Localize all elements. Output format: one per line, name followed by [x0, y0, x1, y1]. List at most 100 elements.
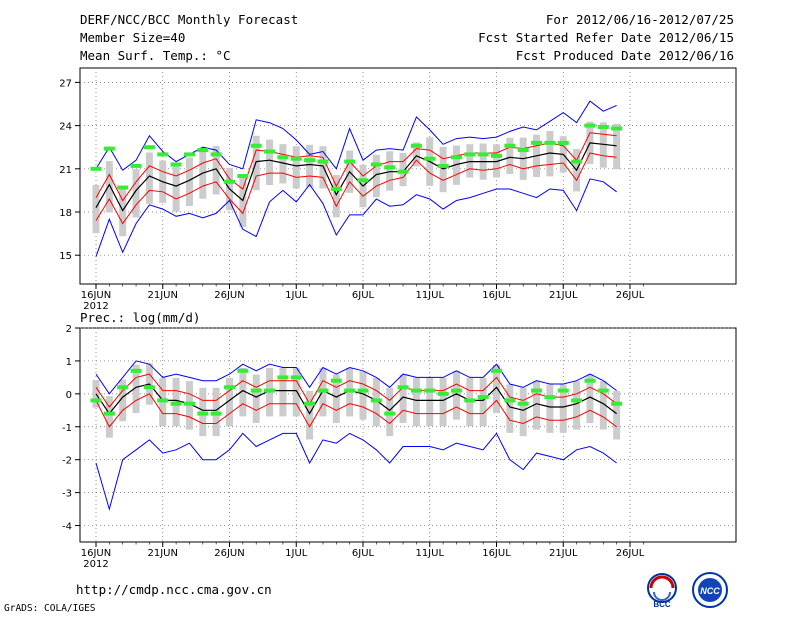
- x-tick-label: 6JUL: [352, 290, 375, 301]
- observed-marker: [491, 368, 502, 373]
- spread-box: [386, 151, 394, 191]
- x-tick-label: 16JUN: [81, 548, 111, 559]
- observed-marker: [90, 166, 102, 171]
- observed-marker: [330, 186, 342, 191]
- source-url[interactable]: http://cmdp.ncc.cma.gov.cn: [76, 582, 272, 597]
- observed-marker: [304, 158, 316, 163]
- spread-box: [399, 374, 407, 423]
- observed-marker: [143, 385, 155, 390]
- spread-box: [226, 377, 233, 427]
- observed-marker: [103, 146, 115, 151]
- spread-box: [546, 384, 554, 433]
- observed-marker: [344, 388, 356, 393]
- spread-box: [199, 150, 207, 199]
- observed-marker: [464, 152, 476, 157]
- x-tick-label: 11JUL: [415, 548, 444, 559]
- spread-box: [479, 377, 487, 427]
- spread-box: [306, 391, 314, 440]
- x-tick-label: 16JUN: [81, 290, 111, 301]
- observed-marker: [103, 411, 115, 416]
- observed-marker: [370, 162, 382, 167]
- observed-marker: [264, 388, 276, 393]
- observed-marker: [424, 388, 436, 393]
- series-min-line: [95, 100, 617, 171]
- series-p75-line: [95, 132, 617, 202]
- observed-marker: [557, 140, 569, 145]
- observed-marker: [544, 140, 556, 145]
- spread-box: [599, 122, 607, 168]
- plot-frame: [79, 327, 737, 543]
- y-tick-label: 18: [59, 208, 72, 219]
- observed-marker: [611, 126, 623, 131]
- series-mean-line: [95, 142, 617, 212]
- spread-box: [372, 154, 380, 198]
- spread-box: [239, 368, 247, 417]
- spread-box: [279, 368, 287, 417]
- observed-marker: [504, 398, 516, 403]
- observed-marker: [250, 143, 262, 148]
- bcc-logo: BCC: [647, 573, 677, 608]
- spread-box: [105, 396, 113, 438]
- spread-box: [452, 145, 460, 185]
- spread-box: [185, 157, 193, 206]
- variable-label: Mean Surf. Temp.: °C: [80, 48, 231, 63]
- x-tick-label: 16JUL: [482, 290, 511, 301]
- produced-date: Fcst Produced Date 2012/06/16: [515, 48, 734, 63]
- started-refer-date: Fcst Started Refer Date 2012/06/15: [478, 30, 734, 45]
- spread-box: [546, 131, 554, 177]
- spread-box: [279, 144, 287, 184]
- observed-marker: [424, 156, 436, 161]
- series-mean-line: [95, 383, 617, 415]
- spread-box: [266, 139, 274, 185]
- spread-box: [466, 144, 474, 178]
- observed-marker: [210, 152, 222, 157]
- observed-marker: [183, 401, 195, 406]
- y-tick-label: 27: [59, 78, 72, 89]
- x-tick-label: 26JUN: [214, 290, 244, 301]
- observed-marker: [197, 411, 209, 416]
- spread-box: [506, 384, 514, 433]
- observed-marker: [517, 401, 529, 406]
- spread-box: [452, 371, 460, 420]
- observed-marker: [277, 375, 289, 380]
- precip-panel-title: Prec.: log(mm/d): [80, 310, 200, 325]
- spread-box: [172, 163, 180, 212]
- x-tick-label: 1JUL: [285, 290, 308, 301]
- y-tick-label: -3: [62, 489, 72, 500]
- y-tick-label: -1: [62, 423, 72, 434]
- observed-marker: [357, 388, 369, 393]
- observed-marker: [611, 401, 623, 406]
- y-tick-label: 21: [59, 165, 72, 176]
- spread-box: [573, 381, 581, 430]
- ncc-logo: NCC: [692, 572, 728, 608]
- series-max-line: [95, 360, 617, 395]
- x-year-label: 2012: [83, 559, 108, 570]
- observed-marker: [197, 148, 209, 153]
- bcc-logo-text: BCC: [653, 600, 671, 608]
- spread-box: [439, 146, 447, 193]
- forecast-period: For 2012/06/16-2012/07/25: [545, 12, 734, 27]
- observed-marker: [397, 385, 409, 390]
- observed-marker: [384, 411, 396, 416]
- spread-box: [412, 377, 420, 427]
- observed-marker: [304, 401, 316, 406]
- x-tick-label: 21JUN: [148, 290, 178, 301]
- spread-box: [145, 152, 153, 204]
- spread-box: [506, 137, 514, 174]
- observed-marker: [491, 153, 502, 158]
- spread-box: [252, 374, 260, 423]
- observed-marker: [597, 388, 609, 393]
- y-tick-label: 15: [59, 251, 72, 262]
- observed-marker: [277, 155, 289, 160]
- observed-marker: [157, 152, 169, 157]
- spread-box: [332, 374, 340, 423]
- member-size: Member Size=40: [80, 30, 186, 45]
- spread-box: [132, 169, 140, 218]
- x-tick-label: 11JUL: [415, 290, 444, 301]
- observed-marker: [344, 159, 356, 164]
- series-p75-line: [95, 373, 617, 408]
- observed-marker: [584, 378, 596, 383]
- grads-credit: GrADS: COLA/IGES: [4, 603, 96, 614]
- observed-marker: [224, 385, 235, 390]
